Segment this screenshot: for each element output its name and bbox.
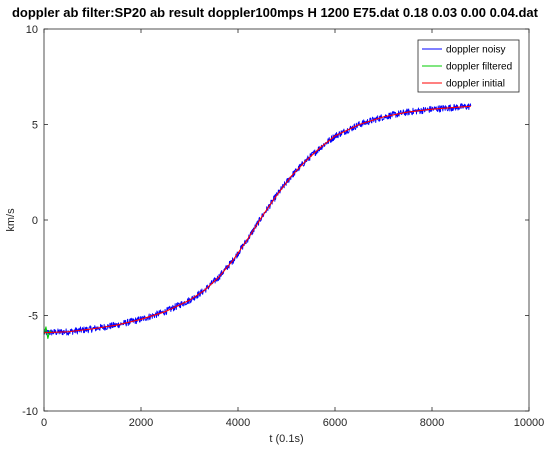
chart-title: doppler ab filter:SP20 ab result doppler…	[12, 5, 539, 20]
y-tick-label: -10	[22, 406, 38, 418]
x-axis-label: t (0.1s)	[269, 433, 303, 445]
x-tick-label: 2000	[129, 417, 153, 429]
legend-label-doppler-noisy: doppler noisy	[446, 45, 505, 56]
series-line-doppler-filtered	[43, 326, 53, 339]
y-tick-label: 5	[32, 120, 38, 132]
y-tick-label: -5	[28, 311, 38, 323]
x-tick-label: 4000	[226, 417, 250, 429]
x-tick-label: 8000	[420, 417, 444, 429]
x-axis: 0 2000 4000 6000 8000 10000	[41, 29, 544, 429]
series-layer	[43, 103, 472, 339]
y-axis: -10 -5 0 5 10	[22, 24, 529, 418]
y-axis-label: km/s	[5, 208, 17, 232]
legend: doppler noisy doppler filtered doppler i…	[417, 39, 520, 93]
x-tick-label: 0	[41, 417, 47, 429]
series-line-doppler-initial	[43, 105, 471, 334]
legend-label-doppler-initial: doppler initial	[446, 79, 505, 90]
y-tick-label: 10	[26, 24, 38, 36]
x-tick-label: 6000	[323, 417, 347, 429]
legend-label-doppler-filtered: doppler filtered	[446, 62, 512, 73]
y-tick-label: 0	[32, 215, 38, 227]
x-tick-label: 10000	[514, 417, 545, 429]
series-line-doppler-noisy	[43, 103, 472, 336]
plot-area	[44, 29, 529, 411]
